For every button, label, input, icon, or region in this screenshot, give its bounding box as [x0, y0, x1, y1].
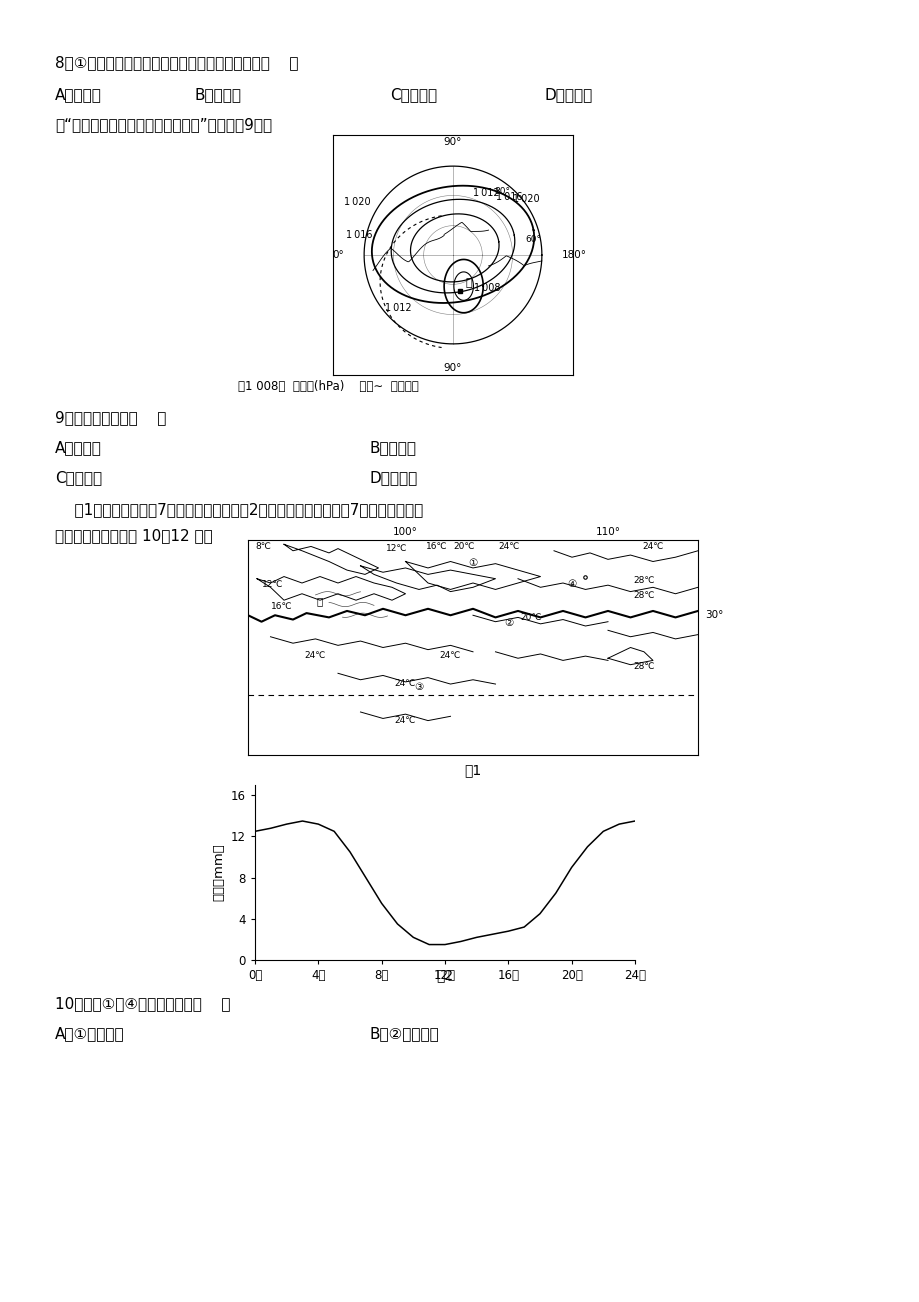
Text: 12℃: 12℃	[385, 544, 407, 553]
Text: 10．图示①～④地中（双选）（    ）: 10．图示①～④地中（双选）（ ）	[55, 996, 231, 1010]
Text: ④: ④	[567, 579, 576, 590]
Text: 图1为我国西南地区7月等温线分布图，图2为我国西南某河谷地带7月降水量日平均: 图1为我国西南地区7月等温线分布图，图2为我国西南某河谷地带7月降水量日平均	[55, 503, 423, 517]
Text: 20℃: 20℃	[453, 542, 474, 551]
Y-axis label: 降水（mm）: 降水（mm）	[212, 844, 225, 901]
Text: ～1 008、  等压线(hPa)    ．．∼  冰盖界线: ～1 008、 等压线(hPa) ．．∼ 冰盖界线	[238, 380, 418, 393]
Text: 80°: 80°	[494, 186, 509, 195]
Text: ①: ①	[468, 557, 477, 568]
Text: 8．①地以南到赤道以北地区，此时的盛行风向为（    ）: 8．①地以南到赤道以北地区，此时的盛行风向为（ ）	[55, 55, 298, 70]
Text: 28℃: 28℃	[632, 661, 654, 671]
Text: 图2: 图2	[436, 967, 453, 982]
Text: ③: ③	[414, 682, 423, 693]
Text: 180°: 180°	[561, 250, 585, 260]
Text: D．东南风: D．东南风	[544, 87, 593, 102]
Text: 16℃: 16℃	[270, 602, 292, 611]
Text: 9．甲地的风向为（    ）: 9．甲地的风向为（ ）	[55, 410, 166, 424]
Text: 90°: 90°	[443, 363, 461, 374]
Text: 1 020: 1 020	[513, 194, 539, 204]
Text: 甲: 甲	[316, 596, 323, 607]
Text: D．东南风: D．东南风	[369, 470, 418, 486]
Text: ②: ②	[504, 618, 513, 628]
Text: 1 016: 1 016	[495, 193, 522, 202]
Text: 28℃: 28℃	[632, 591, 654, 600]
Text: 100°: 100°	[392, 527, 417, 536]
Text: A．西北风: A．西北风	[55, 87, 102, 102]
Text: 24℃: 24℃	[304, 651, 326, 660]
Text: 1 012: 1 012	[384, 303, 411, 314]
Text: 16℃: 16℃	[425, 542, 448, 551]
Text: 1 008: 1 008	[474, 283, 500, 293]
Text: C．东北风: C．东北风	[390, 87, 437, 102]
Text: A．①地为山脉: A．①地为山脉	[55, 1026, 124, 1042]
Text: 24℃: 24℃	[498, 542, 519, 551]
Text: C．西南风: C．西南风	[55, 470, 102, 486]
Text: 30°: 30°	[704, 611, 722, 620]
Text: 110°: 110°	[595, 527, 619, 536]
Text: 24℃: 24℃	[394, 680, 415, 689]
Text: 24℃: 24℃	[641, 542, 663, 551]
Text: 20℃: 20℃	[520, 612, 541, 621]
Text: 甲: 甲	[465, 277, 471, 288]
Text: B．②地地势低: B．②地地势低	[369, 1026, 439, 1042]
Text: 24℃: 24℃	[439, 651, 460, 660]
Text: 0°: 0°	[333, 250, 345, 260]
Text: 1 016: 1 016	[346, 230, 372, 241]
Text: A．西北风: A．西北风	[55, 440, 102, 454]
Text: 24℃: 24℃	[394, 716, 415, 725]
Text: 90°: 90°	[443, 137, 461, 147]
Text: 变化图。读图，完成 10～12 题。: 变化图。读图，完成 10～12 题。	[55, 529, 212, 543]
Text: 28℃: 28℃	[632, 575, 654, 585]
Text: 1 012: 1 012	[473, 187, 500, 198]
Text: 12℃: 12℃	[261, 581, 283, 590]
Text: 60°: 60°	[525, 234, 540, 243]
Text: B．东北风: B．东北风	[369, 440, 416, 454]
Text: 图1: 图1	[464, 763, 482, 777]
Text: 8℃: 8℃	[255, 542, 271, 551]
Text: 1 020: 1 020	[344, 197, 370, 207]
Text: 读“某区域某时海平面等压线分布图”，完成第9题。: 读“某区域某时海平面等压线分布图”，完成第9题。	[55, 117, 272, 132]
Text: B．西南风: B．西南风	[195, 87, 242, 102]
